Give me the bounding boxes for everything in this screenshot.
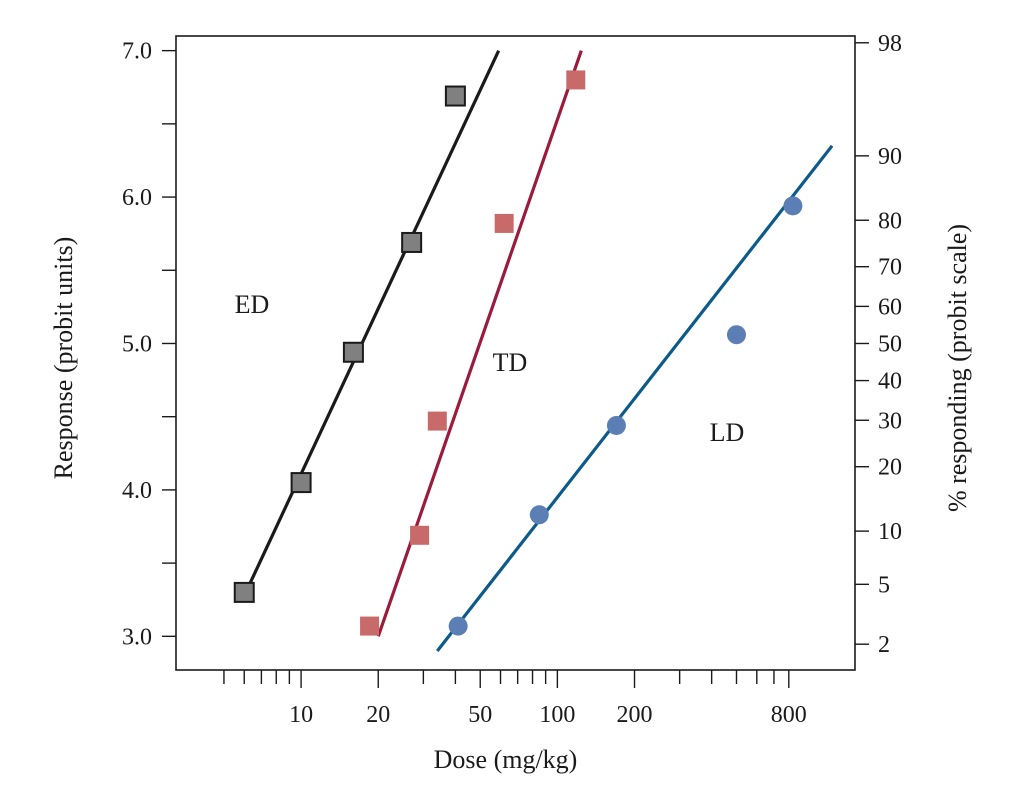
y-axis-title: Response (probit units): [49, 237, 78, 480]
y2-tick-label: 40: [878, 369, 902, 395]
y2-tick-label: 60: [878, 294, 902, 320]
series-label-ld: LD: [710, 418, 745, 447]
y2-axis-title: % responding (probit scale): [943, 224, 972, 512]
data-point-ld: [726, 325, 746, 345]
y-tick-label: 6.0: [122, 185, 152, 211]
y2-tick-label: 10: [878, 519, 902, 545]
data-point-ld: [448, 616, 468, 636]
fit-line-td: [376, 50, 583, 637]
data-point-ed: [444, 85, 466, 107]
plot-frame: [175, 35, 856, 671]
y-tick-label: 7.0: [122, 39, 152, 65]
x-tick-label: 50: [468, 702, 492, 728]
y2-tick-label: 5: [878, 572, 890, 598]
data-point-td: [494, 213, 514, 233]
data-point-ld: [606, 415, 626, 435]
data-point-td: [410, 525, 430, 545]
x-tick-label: 10: [289, 702, 313, 728]
y2-tick-label: 80: [878, 208, 902, 234]
y2-tick-label: 2: [878, 632, 890, 658]
y-tick-label: 5.0: [122, 331, 152, 357]
x-axis-title: Dose (mg/kg): [434, 745, 578, 774]
data-point-ld: [529, 505, 549, 525]
y2-tick-label: 20: [878, 455, 902, 481]
fit-line-ld: [436, 144, 834, 652]
series-label-ed: ED: [235, 290, 270, 319]
y2-tick-label: 70: [878, 255, 902, 281]
data-point-ed: [233, 581, 255, 603]
x-tick-label: 20: [366, 702, 390, 728]
data-point-td: [360, 616, 380, 636]
y2-tick-label: 50: [878, 331, 902, 357]
data-point-td: [427, 411, 447, 431]
data-point-ed: [401, 231, 423, 253]
data-point-td: [566, 70, 586, 90]
data-point-ed: [342, 341, 364, 363]
series-label-td: TD: [493, 348, 528, 377]
y-tick-label: 4.0: [122, 478, 152, 504]
y2-tick-label: 30: [878, 408, 902, 434]
x-tick-label: 200: [617, 702, 653, 728]
y2-tick-label: 98: [878, 31, 902, 57]
y2-tick-label: 90: [878, 144, 902, 170]
x-tick-label: 800: [771, 702, 807, 728]
y-tick-label: 3.0: [122, 624, 152, 650]
fit-line-ed: [240, 49, 501, 601]
x-tick-label: 100: [539, 702, 575, 728]
data-point-ld: [783, 196, 803, 216]
data-point-ed: [290, 472, 312, 494]
